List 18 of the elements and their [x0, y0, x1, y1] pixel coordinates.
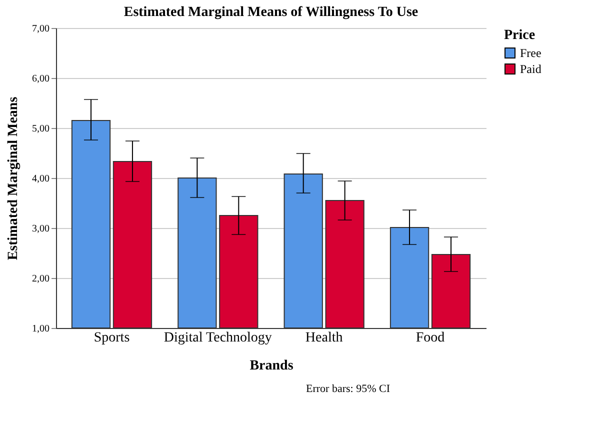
- x-tick-label: Health: [305, 330, 343, 346]
- y-axis-title: Estimated Marginal Means: [6, 96, 21, 260]
- x-tick-label: Sports: [94, 330, 130, 346]
- text: Error bars: 95% CI: [306, 383, 390, 395]
- x-axis-title: Brands: [250, 358, 294, 374]
- x-tick-label: Food: [416, 330, 445, 346]
- legend-label: Paid: [520, 62, 542, 76]
- y-tick-label: 4,00: [32, 174, 50, 184]
- y-tick-label: 1,00: [32, 324, 50, 334]
- y-tick-label: 2,00: [32, 274, 50, 284]
- y-tick-label: 6,00: [32, 74, 50, 84]
- legend-label: Free: [520, 46, 542, 60]
- legend-title: Price: [504, 28, 536, 43]
- y-tick-label: 3,00: [32, 224, 50, 234]
- chart-title: Estimated Marginal Means of Willingness To Use: [124, 5, 418, 20]
- y-tick-label: 7,00: [32, 24, 50, 34]
- y-tick-label: 5,00: [32, 124, 50, 134]
- x-tick-label: Digital Technology: [164, 330, 272, 346]
